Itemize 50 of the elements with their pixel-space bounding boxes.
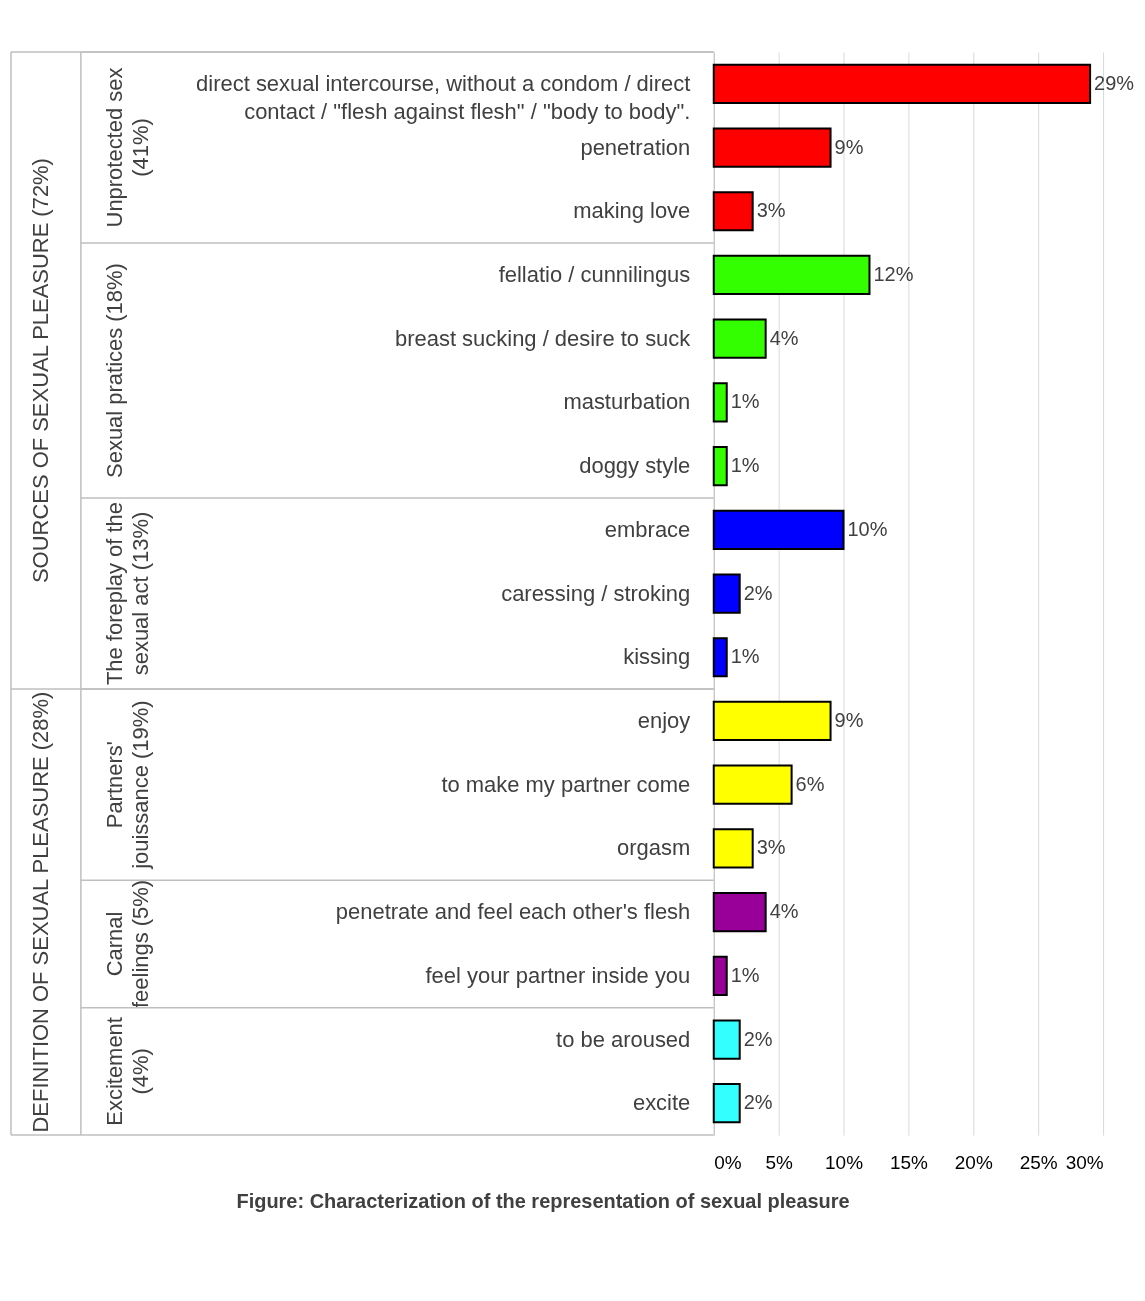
data-label: 9%	[834, 708, 864, 731]
data-label: 6%	[795, 772, 825, 795]
data-label: 1%	[730, 454, 760, 477]
data-label: 10%	[847, 517, 888, 540]
y-tick-label: excite	[632, 1090, 691, 1116]
data-label: 12%	[873, 262, 914, 285]
y-tick-label: penetration	[580, 134, 691, 160]
y-tick-label: making love	[573, 198, 691, 224]
x-tick-label: 5%	[765, 1151, 793, 1173]
data-label: 9%	[834, 135, 864, 158]
data-label: 2%	[743, 581, 773, 604]
x-tick-label: 15%	[889, 1151, 929, 1173]
data-label: 1%	[730, 645, 760, 668]
text: Figure: Characterization of the representation of sexual pleasure	[236, 1189, 850, 1212]
data-label: 3%	[756, 199, 786, 222]
y-tick-label: enjoy	[637, 707, 691, 733]
data-label: 2%	[743, 1091, 773, 1114]
text: Unprotected sex (41%)	[101, 67, 153, 228]
text: DEFINITION OF SEXUAL PLEASURE (28%)	[27, 691, 53, 1133]
y-tick-label: to be aroused	[556, 1026, 691, 1052]
y-tick-label: doggy style	[579, 453, 691, 479]
text: Excitement (4%)	[101, 1017, 153, 1126]
x-tick-label: 10%	[825, 1151, 864, 1173]
data-label: 29%	[1094, 71, 1135, 94]
text: Partners' jouissance (19%)	[101, 700, 153, 870]
y-tick-label: masturbation	[563, 389, 691, 415]
text: Sexual pratices (18%)	[101, 263, 127, 478]
source-note: SOURCES OF SEXUAL PLEASURE (72%)	[27, 158, 53, 584]
x-tick-label: 25%	[1019, 1151, 1058, 1173]
data-label: 4%	[769, 326, 799, 349]
text: Carnal feelings (5%)	[101, 879, 153, 1009]
x-tick-label: 30%	[1065, 1151, 1104, 1173]
y-tick-label: fellatio / cunnilingus	[498, 261, 691, 287]
x-tick-label: 20%	[954, 1151, 993, 1173]
data-label: 1%	[730, 390, 760, 413]
y-tick-label: direct sexual intercourse, without a condom / direct contact / "flesh against flesh" / "body to body".	[196, 70, 691, 124]
x-tick-label: 0%	[714, 1151, 742, 1173]
data-label: 3%	[756, 836, 786, 859]
y-tick-label: to make my partner come	[441, 771, 691, 797]
y-tick-label: penetrate and feel each other's flesh	[335, 899, 691, 925]
y-tick-label: breast sucking / desire to suck	[395, 325, 692, 351]
data-label: 2%	[743, 1027, 773, 1050]
y-tick-label: orgasm	[617, 835, 691, 861]
data-label: 4%	[769, 900, 799, 923]
y-tick-label: caressing / stroking	[501, 580, 691, 606]
y-tick-label: feel your partner inside you	[425, 962, 691, 988]
data-label: 1%	[730, 963, 760, 986]
y-tick-label: embrace	[604, 516, 691, 542]
y-tick-label: kissing	[623, 644, 691, 670]
text: The foreplay of the sexual act (13%)	[101, 502, 153, 686]
